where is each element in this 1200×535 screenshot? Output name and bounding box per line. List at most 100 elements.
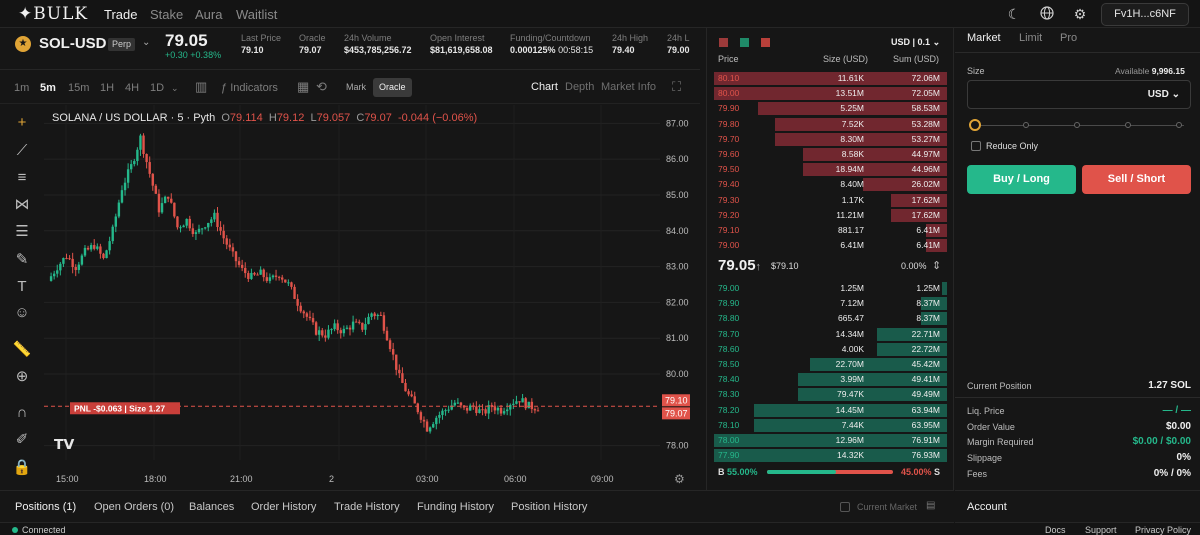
ask-row[interactable]: 79.80 7.52K 53.28M — [707, 117, 954, 131]
ask-row[interactable]: 79.10 881.17 6.41M — [707, 224, 954, 237]
tab-trade-history[interactable]: Trade History — [334, 501, 400, 513]
source-mark[interactable]: Mark — [346, 82, 366, 92]
order-tab-market[interactable]: Market — [967, 32, 1001, 44]
ask-row[interactable]: 80.10 11.61K 72.06M — [707, 72, 954, 85]
view-bids-icon[interactable] — [740, 38, 749, 47]
footer-docs[interactable]: Docs — [1045, 525, 1066, 535]
size-input[interactable]: USD ⌄ — [967, 80, 1191, 109]
bid-row[interactable]: 78.00 12.96M 76.91M — [707, 434, 954, 447]
bid-row[interactable]: 79.00 1.25M 1.25M — [707, 282, 954, 295]
ask-row[interactable]: 79.90 5.25M 58.53M — [707, 102, 954, 116]
slider-handle[interactable] — [969, 119, 981, 131]
bid-row[interactable]: 78.80 665.47 8.37M — [707, 312, 954, 326]
globe-icon[interactable] — [1039, 6, 1055, 22]
ask-row[interactable]: 79.40 8.40M 26.02M — [707, 178, 954, 192]
slider-step-dot[interactable] — [1023, 122, 1029, 128]
refresh-icon[interactable]: ⟲ — [316, 79, 327, 94]
lock-icon[interactable]: 🔒 — [12, 459, 32, 476]
ask-row[interactable]: 79.20 11.21M 17.62M — [707, 208, 954, 222]
ask-row[interactable]: 79.70 8.30M 53.27M — [707, 132, 954, 146]
order-tab-limit[interactable]: Limit — [1019, 32, 1043, 44]
orderbook-currency-select[interactable]: USD | 0.1 ⌄ — [891, 37, 941, 47]
buy-long-button[interactable]: Buy / Long — [967, 165, 1076, 194]
bid-row[interactable]: 77.90 14.32K 76.93M — [707, 449, 954, 463]
tab-funding-history[interactable]: Funding History — [417, 501, 495, 513]
sell-short-button[interactable]: Sell / Short — [1082, 165, 1191, 194]
ask-row[interactable]: 79.50 18.94M 44.96M — [707, 163, 954, 177]
chevron-down-icon[interactable]: ⌄ — [171, 83, 179, 93]
crosshair-icon[interactable]: + — [17, 114, 27, 131]
bid-row[interactable]: 78.90 7.12M 8.37M — [707, 297, 954, 311]
moon-icon[interactable]: ☾ — [1007, 6, 1021, 22]
nav-link-aura[interactable]: Aura — [195, 7, 223, 22]
bid-row[interactable]: 78.10 7.44K 63.95M — [707, 418, 954, 432]
bulk-logo[interactable]: ✦BULK — [18, 4, 89, 24]
ask-row[interactable]: 79.30 1.17K 17.62M — [707, 193, 954, 207]
footer-support[interactable]: Support — [1085, 525, 1117, 535]
fib-icon[interactable]: ☰ — [15, 223, 29, 240]
export-csv-icon[interactable]: ▤ — [926, 500, 936, 511]
slider-step-dot[interactable] — [1074, 122, 1080, 128]
fullscreen-icon[interactable]: ⛶ — [672, 79, 682, 94]
ruler-icon[interactable]: 📏 — [12, 341, 32, 358]
settings-icon[interactable]: ⚙ — [674, 472, 685, 486]
chevron-down-icon[interactable]: ⌄ — [142, 37, 151, 48]
source-oracle[interactable]: Oracle — [373, 78, 412, 97]
wallet-button[interactable]: Fv1H...c6NF — [1101, 3, 1189, 26]
zoom-in-icon[interactable]: ⊕ — [15, 368, 29, 385]
pattern-icon[interactable]: ⋈ — [14, 196, 30, 213]
emoji-icon[interactable]: ☺ — [14, 304, 30, 321]
nav-link-stake[interactable]: Stake — [150, 7, 184, 22]
bid-row[interactable]: 78.30 79.47K 49.49M — [707, 388, 954, 402]
price-chart[interactable]: 87.00 86.00 85.00 84.00 83.00 82.00 81.00 80.00… — [44, 105, 700, 490]
ask-row[interactable]: 80.00 13.51M 72.05M — [707, 87, 954, 101]
bid-row[interactable]: 78.20 14.45M 63.94M — [707, 403, 954, 417]
bid-row[interactable]: 78.40 3.99M 49.41M — [707, 373, 954, 387]
bid-row[interactable]: 78.60 4.00K 22.72M — [707, 342, 954, 356]
timeframe-15m[interactable]: 15m — [68, 82, 90, 94]
layout-icon[interactable]: ▦ — [297, 79, 310, 94]
view-asks-icon[interactable] — [719, 38, 728, 47]
nav-link-trade[interactable]: Trade — [104, 7, 138, 22]
horizontal-lines-icon[interactable]: ≡ — [17, 169, 27, 186]
ask-row[interactable]: 79.00 6.41M 6.41M — [707, 239, 954, 253]
bid-row[interactable]: 78.70 14.34M 22.71M — [707, 327, 954, 341]
indicators-button[interactable]: ƒ Indicators — [221, 82, 278, 94]
size-currency-select[interactable]: USD ⌄ — [1147, 89, 1180, 100]
view-depth[interactable]: Depth — [565, 81, 595, 93]
slider-step-dot[interactable] — [1125, 122, 1131, 128]
reduce-only-checkbox[interactable] — [971, 141, 981, 151]
tab-position-history[interactable]: Position History — [511, 501, 588, 513]
order-tab-pro[interactable]: Pro — [1060, 32, 1078, 44]
bid-row[interactable]: 78.50 22.70M 45.42M — [707, 358, 954, 371]
timeframe-1m[interactable]: 1m — [14, 82, 30, 94]
tab-order-history[interactable]: Order History — [251, 501, 317, 513]
favorite-star-icon[interactable]: ★ — [15, 36, 31, 52]
tab-positions[interactable]: Positions (1) — [15, 501, 77, 513]
view-market-info[interactable]: Market Info — [601, 81, 657, 93]
pencil-lock-icon[interactable]: ✐ — [15, 431, 29, 448]
trendline-icon[interactable]: ⟋ — [16, 142, 28, 159]
candle-type-icon[interactable]: ▥ — [195, 79, 208, 94]
tab-open-orders[interactable]: Open Orders (0) — [94, 501, 175, 513]
current-market-checkbox[interactable] — [840, 502, 850, 512]
slider-step-dot[interactable] — [1176, 122, 1182, 128]
nav-link-waitlist[interactable]: Waitlist — [236, 7, 278, 22]
brush-icon[interactable]: ✎ — [15, 251, 29, 268]
ask-row[interactable]: 79.60 8.58K 44.97M — [707, 148, 954, 161]
view-both-icon[interactable] — [761, 38, 770, 47]
text-icon[interactable]: T — [17, 278, 27, 295]
spread-toggle-icon[interactable]: ⇕ — [932, 260, 942, 272]
magnet-icon[interactable]: ∩ — [16, 404, 28, 421]
gear-icon[interactable]: ⚙ — [1073, 6, 1087, 22]
tradingview-logo[interactable]: 𝗧𝗩 — [54, 436, 75, 452]
tab-balances[interactable]: Balances — [189, 501, 235, 513]
timeframe-5m[interactable]: 5m — [40, 82, 56, 94]
footer-privacy[interactable]: Privacy Policy — [1135, 525, 1192, 535]
market-symbol[interactable]: SOL-USD — [39, 35, 107, 52]
view-chart[interactable]: Chart — [531, 81, 558, 93]
timeframe-4h[interactable]: 4H — [125, 82, 140, 94]
timeframe-1h[interactable]: 1H — [100, 82, 115, 94]
timeframe-1d[interactable]: 1D — [150, 82, 165, 94]
chart-canvas[interactable]: 87.00 86.00 85.00 84.00 83.00 82.00 81.00 80.00… — [44, 105, 700, 490]
